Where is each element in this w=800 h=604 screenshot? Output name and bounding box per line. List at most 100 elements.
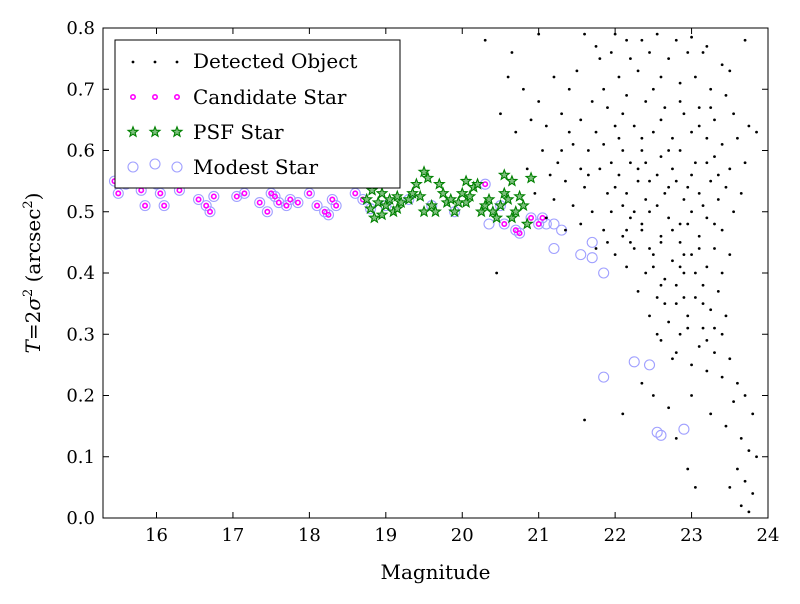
data-point [497, 168, 511, 181]
data-point [663, 277, 667, 281]
y-tick-label: 0.2 [66, 386, 95, 407]
data-point [728, 485, 732, 489]
data-point [352, 190, 359, 197]
data-point [720, 142, 724, 146]
data-point [233, 193, 240, 200]
data-point [195, 196, 202, 203]
data-point [533, 191, 537, 195]
data-point [478, 198, 492, 212]
data-point [667, 185, 671, 189]
data-point [613, 185, 617, 189]
data-point [655, 32, 659, 36]
data-point [514, 130, 518, 134]
data-point [648, 247, 651, 250]
data-point [321, 208, 328, 215]
legend-marker-dot [175, 60, 179, 64]
data-point [751, 492, 755, 495]
data-point [579, 118, 583, 122]
data-point [575, 249, 587, 261]
data-point [678, 332, 682, 336]
data-point [651, 130, 655, 134]
data-point [390, 189, 404, 202]
data-point [743, 38, 747, 42]
x-tick-label: 17 [221, 525, 244, 546]
data-point [421, 171, 435, 184]
data-point [586, 173, 590, 177]
data-point [158, 200, 170, 212]
data-point [490, 211, 504, 224]
legend-marker-star [126, 125, 140, 138]
data-point [142, 202, 149, 209]
data-point [200, 200, 212, 212]
data-layer [108, 32, 758, 514]
data-point [548, 242, 560, 255]
data-point [667, 57, 671, 61]
data-point [314, 202, 321, 209]
data-point [192, 193, 205, 206]
data-point [671, 136, 674, 140]
data-point [459, 174, 473, 187]
y-axis-label: T=2σ2 (arcsec2) [21, 192, 45, 353]
data-point [743, 394, 747, 397]
data-point [732, 112, 736, 116]
data-point [686, 314, 690, 318]
data-point [360, 192, 374, 205]
data-point [655, 332, 659, 336]
data-point [651, 426, 663, 438]
data-point [322, 209, 335, 221]
data-point [602, 142, 606, 146]
data-point [755, 130, 758, 134]
data-point [606, 240, 609, 244]
data-point [693, 161, 697, 165]
data-point [406, 186, 419, 199]
data-point [621, 204, 625, 208]
data-point [640, 136, 644, 140]
data-point [659, 338, 663, 342]
data-point [501, 221, 508, 228]
data-point [417, 204, 431, 218]
data-point [667, 216, 671, 220]
data-point [602, 228, 606, 232]
data-point [375, 186, 389, 199]
data-point [586, 252, 598, 264]
data-point [751, 412, 755, 416]
data-point [471, 177, 484, 190]
data-point [678, 100, 682, 103]
data-point [705, 265, 709, 269]
data-point [701, 302, 705, 306]
data-point [512, 227, 519, 234]
x-axis-ticks: 16 17 18 19 20 21 22 23 24 [145, 28, 779, 546]
data-point [697, 124, 701, 128]
data-point [701, 51, 705, 54]
data-point [575, 69, 579, 73]
data-point [690, 253, 693, 257]
data-point [413, 189, 427, 202]
data-point [724, 314, 728, 318]
data-point [678, 222, 682, 226]
data-point [686, 467, 690, 471]
data-point [701, 283, 705, 287]
data-point [409, 177, 423, 190]
legend-entry-candidate-star: Candidate Star [193, 85, 347, 109]
data-point [548, 218, 560, 230]
data-point [371, 195, 385, 209]
data-point [292, 197, 304, 209]
data-point [598, 57, 602, 61]
data-point [390, 201, 404, 215]
data-point [482, 181, 489, 188]
data-point [678, 265, 682, 269]
data-point [516, 230, 523, 237]
data-point [724, 185, 728, 189]
data-point [436, 186, 450, 199]
data-point [651, 87, 655, 91]
data-point [579, 167, 583, 171]
data-point [629, 216, 632, 220]
data-point [325, 211, 332, 218]
data-point [306, 190, 313, 197]
data-point [560, 112, 564, 116]
data-point [625, 38, 628, 42]
data-point [606, 106, 609, 110]
data-point [713, 247, 716, 250]
data-point [520, 217, 534, 230]
data-point [651, 265, 655, 269]
